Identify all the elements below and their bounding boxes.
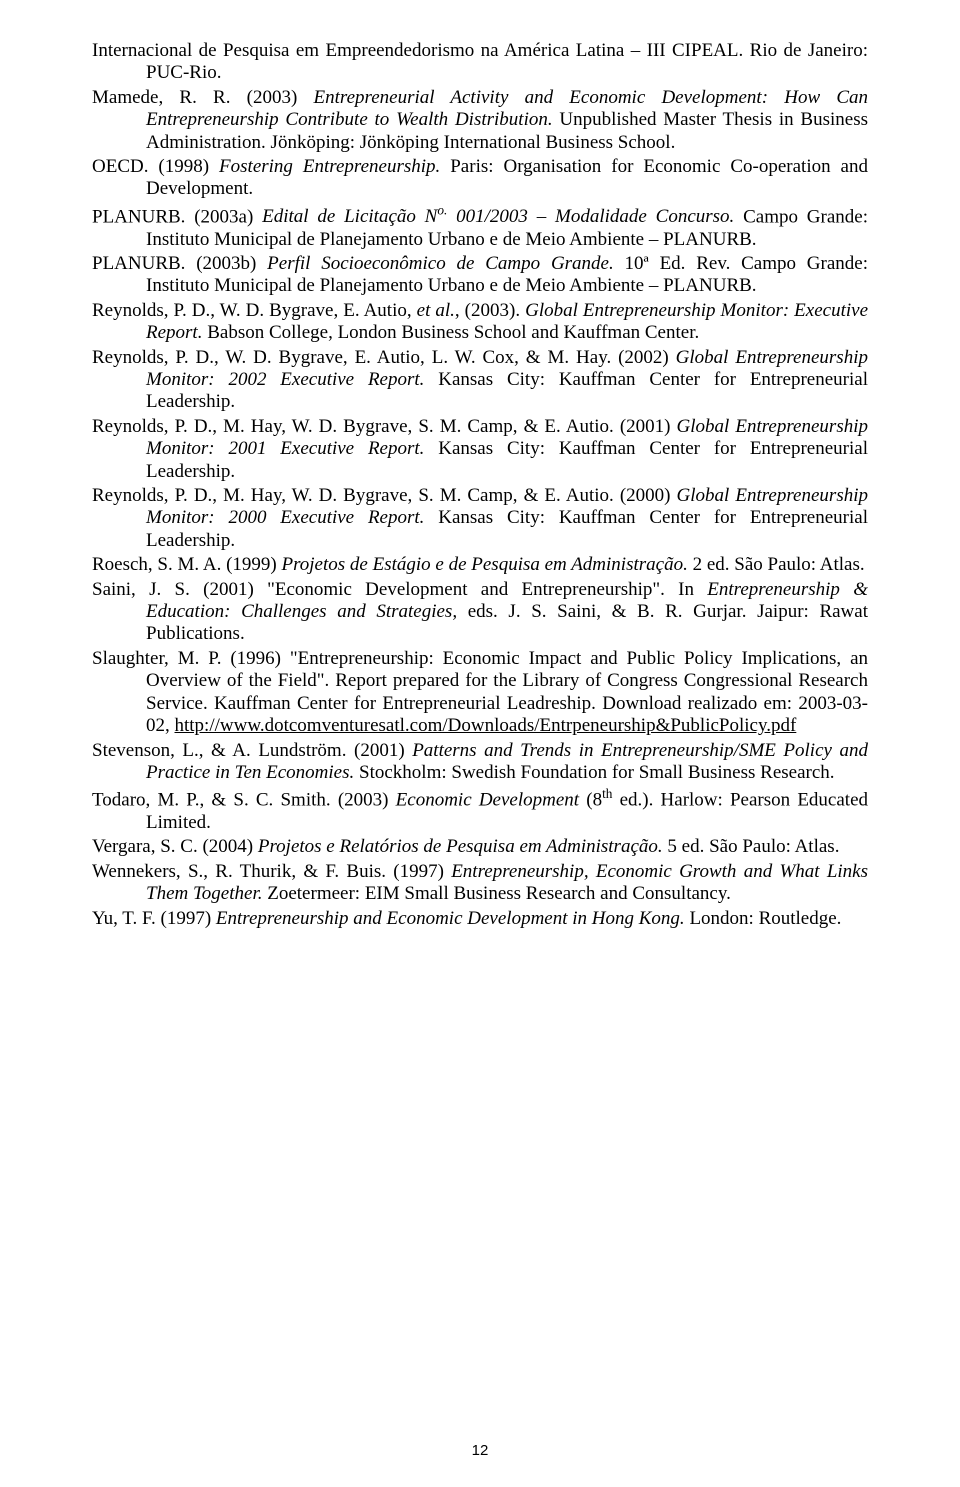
reference-entry: Reynolds, P. D., M. Hay, W. D. Bygrave, … — [92, 416, 868, 483]
reference-entry: Vergara, S. C. (2004) Projetos e Relatór… — [92, 836, 868, 858]
reference-entry: Stevenson, L., & A. Lundström. (2001) Pa… — [92, 740, 868, 785]
reference-entry: Mamede, R. R. (2003) Entrepreneurial Act… — [92, 87, 868, 154]
reference-entry: Slaughter, M. P. (1996) "Entrepreneurshi… — [92, 648, 868, 738]
reference-entry: Saini, J. S. (2001) "Economic Developmen… — [92, 579, 868, 646]
reference-entry: Reynolds, P. D., M. Hay, W. D. Bygrave, … — [92, 485, 868, 552]
page-number: 12 — [0, 1442, 960, 1459]
reference-entry: OECD. (1998) Fostering Entrepreneurship.… — [92, 156, 868, 201]
reference-entry: PLANURB. (2003a) Edital de Licitação No.… — [92, 203, 868, 251]
reference-entry: Todaro, M. P., & S. C. Smith. (2003) Eco… — [92, 786, 868, 834]
reference-entry: Reynolds, P. D., W. D. Bygrave, E. Autio… — [92, 300, 868, 345]
page: Internacional de Pesquisa em Empreendedo… — [0, 0, 960, 1487]
reference-entry: Reynolds, P. D., W. D. Bygrave, E. Autio… — [92, 347, 868, 414]
reference-entry: Yu, T. F. (1997) Entrepreneurship and Ec… — [92, 908, 868, 930]
reference-list: Internacional de Pesquisa em Empreendedo… — [92, 40, 868, 930]
reference-entry: Internacional de Pesquisa em Empreendedo… — [92, 40, 868, 85]
reference-entry: Roesch, S. M. A. (1999) Projetos de Está… — [92, 554, 868, 576]
reference-entry: PLANURB. (2003b) Perfil Socioeconômico d… — [92, 253, 868, 298]
reference-entry: Wennekers, S., R. Thurik, & F. Buis. (19… — [92, 861, 868, 906]
